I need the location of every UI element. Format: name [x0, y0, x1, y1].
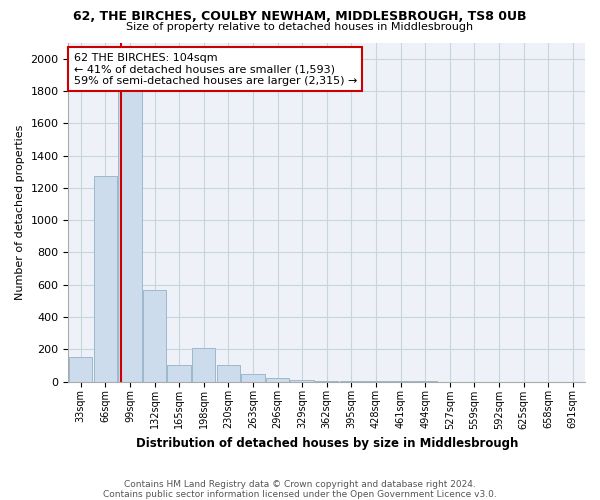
Bar: [94, 176, 117, 382]
Bar: [241, 374, 265, 382]
Text: 62, THE BIRCHES, COULBY NEWHAM, MIDDLESBROUGH, TS8 0UB: 62, THE BIRCHES, COULBY NEWHAM, MIDDLESB…: [73, 10, 527, 23]
Text: Contains HM Land Registry data © Crown copyright and database right 2024.: Contains HM Land Registry data © Crown c…: [124, 480, 476, 489]
Y-axis label: Number of detached properties: Number of detached properties: [15, 124, 25, 300]
Bar: [192, 348, 215, 382]
Bar: [69, 358, 92, 382]
Bar: [118, 91, 142, 382]
Bar: [315, 380, 338, 382]
Bar: [217, 364, 240, 382]
Bar: [266, 378, 289, 382]
Bar: [167, 366, 191, 382]
Text: 62 THE BIRCHES: 104sqm
← 41% of detached houses are smaller (1,593)
59% of semi-: 62 THE BIRCHES: 104sqm ← 41% of detached…: [74, 52, 357, 86]
X-axis label: Distribution of detached houses by size in Middlesbrough: Distribution of detached houses by size …: [136, 437, 518, 450]
Bar: [290, 380, 314, 382]
Bar: [143, 290, 166, 382]
Text: Size of property relative to detached houses in Middlesbrough: Size of property relative to detached ho…: [127, 22, 473, 32]
Text: Contains public sector information licensed under the Open Government Licence v3: Contains public sector information licen…: [103, 490, 497, 499]
